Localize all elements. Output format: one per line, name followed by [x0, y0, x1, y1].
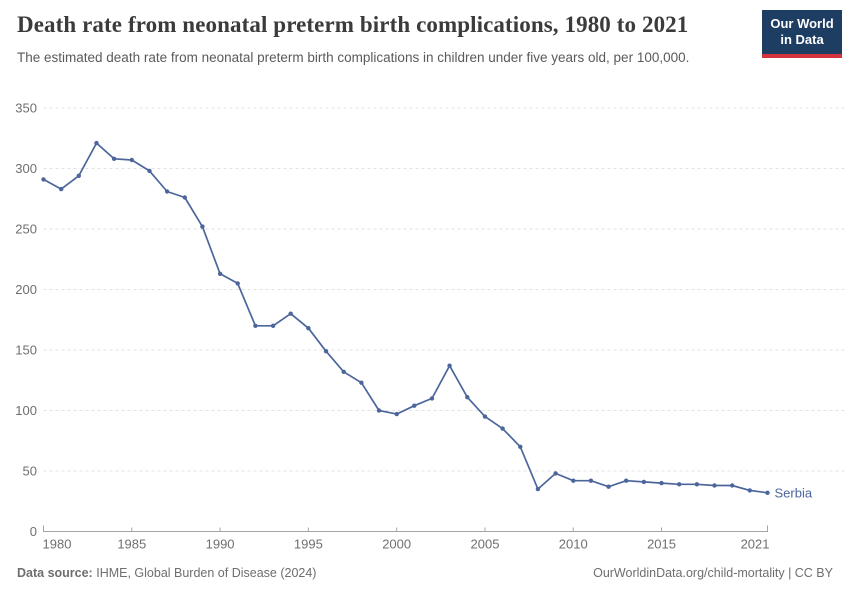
x-tick-label: 2000: [382, 537, 411, 552]
data-point[interactable]: [376, 408, 382, 413]
data-point[interactable]: [59, 186, 64, 192]
series-label-serbia[interactable]: Serbia: [775, 485, 813, 500]
data-point[interactable]: [76, 173, 82, 178]
data-point[interactable]: [447, 363, 452, 368]
data-point[interactable]: [624, 478, 629, 483]
x-tick-label: 1990: [206, 537, 235, 552]
data-point[interactable]: [164, 189, 170, 194]
data-point[interactable]: [341, 369, 346, 374]
data-point[interactable]: [482, 414, 488, 419]
data-point[interactable]: [465, 395, 470, 400]
x-tick-label: 1985: [117, 537, 146, 552]
gridlines: [43, 107, 845, 472]
data-point[interactable]: [588, 478, 594, 483]
data-point[interactable]: [712, 483, 717, 488]
data-point[interactable]: [694, 482, 700, 487]
x-tick-label: 2015: [647, 537, 676, 552]
data-point[interactable]: [235, 281, 240, 286]
data-point[interactable]: [217, 271, 223, 276]
y-tick-label: 0: [30, 524, 37, 539]
x-tick-label: 2021: [741, 537, 770, 552]
data-point[interactable]: [571, 478, 576, 483]
data-point[interactable]: [323, 349, 329, 354]
data-point[interactable]: [359, 380, 364, 385]
y-tick-label: 150: [15, 343, 37, 358]
data-line-serbia[interactable]: [43, 142, 768, 494]
owid-logo: Our World in Data: [762, 10, 842, 58]
logo-line-1: Our World: [770, 16, 834, 31]
data-point[interactable]: [429, 396, 435, 401]
x-tick-label: 1980: [43, 537, 72, 552]
y-axis-labels: 0 50 100 150 200 250 300 350: [15, 101, 37, 540]
y-tick-label: 250: [15, 222, 37, 237]
data-point[interactable]: [500, 426, 505, 431]
page-title: Death rate from neonatal preterm birth c…: [17, 12, 689, 37]
data-point[interactable]: [111, 156, 117, 161]
y-tick-label: 350: [15, 101, 37, 116]
x-tick-label: 1995: [294, 537, 323, 552]
chart-footer: Data source: IHME, Global Burden of Dise…: [17, 566, 833, 580]
logo-line-2: in Data: [780, 32, 824, 48]
data-source-text: IHME, Global Burden of Disease (2024): [96, 566, 317, 580]
y-tick-label: 100: [15, 403, 37, 418]
y-tick-label: 50: [23, 464, 37, 479]
data-point[interactable]: [659, 480, 664, 486]
data-point[interactable]: [730, 483, 735, 488]
data-point[interactable]: [394, 411, 399, 417]
chart-subtitle: The estimated death rate from neonatal p…: [17, 50, 690, 65]
data-point[interactable]: [147, 168, 152, 174]
data-point[interactable]: [306, 326, 311, 331]
data-point[interactable]: [253, 323, 258, 328]
data-point[interactable]: [412, 403, 417, 408]
data-point[interactable]: [535, 486, 541, 492]
data-point[interactable]: [94, 140, 99, 146]
data-point[interactable]: [182, 195, 187, 200]
x-axis-labels: 1980 1985 1990 1995 2000 2005 2010 2015 2021: [43, 537, 770, 552]
y-tick-label: 200: [15, 282, 37, 297]
data-point[interactable]: [200, 224, 205, 229]
data-point[interactable]: [129, 157, 134, 163]
data-point[interactable]: [677, 482, 682, 487]
data-point[interactable]: [641, 479, 647, 485]
data-source: Data source: IHME, Global Burden of Dise…: [17, 566, 316, 580]
data-point[interactable]: [747, 488, 752, 493]
data-point[interactable]: [270, 323, 276, 328]
x-tick-label: 2010: [559, 537, 588, 552]
data-point[interactable]: [553, 471, 558, 476]
data-point[interactable]: [41, 177, 46, 182]
data-point[interactable]: [288, 311, 293, 316]
data-source-label: Data source:: [17, 566, 93, 580]
data-point[interactable]: [518, 444, 523, 449]
x-axis: [43, 525, 768, 532]
x-tick-label: 2005: [471, 537, 500, 552]
chart-header: Death rate from neonatal preterm birth c…: [17, 12, 757, 68]
data-point[interactable]: [765, 490, 770, 495]
data-points[interactable]: [41, 140, 770, 495]
data-point[interactable]: [606, 484, 611, 489]
y-tick-label: 300: [15, 161, 37, 176]
citation-link[interactable]: OurWorldinData.org/child-mortality | CC …: [593, 566, 833, 580]
